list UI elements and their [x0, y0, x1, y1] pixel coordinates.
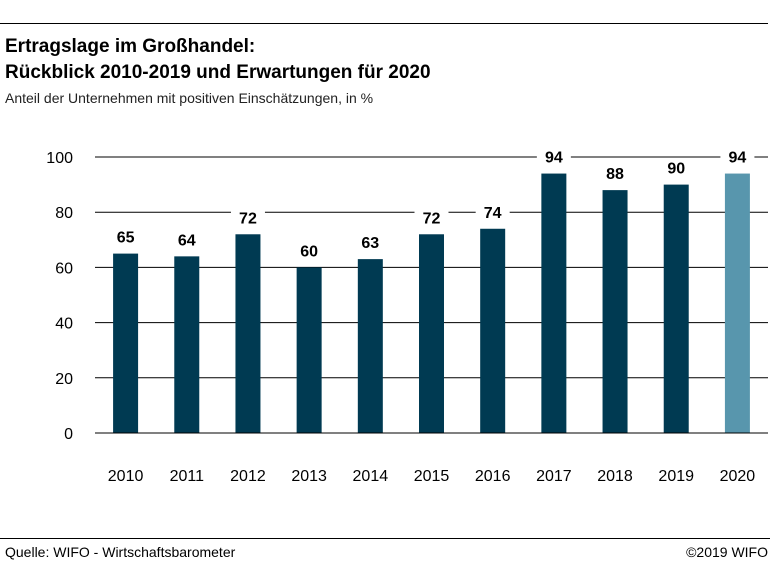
- data-label-2010: 65: [117, 230, 135, 247]
- data-label-bg: [536, 146, 571, 167]
- data-label-2016: 74: [484, 205, 502, 222]
- data-label-bg: [169, 229, 204, 250]
- x-tick-label-2020: 2020: [720, 468, 756, 485]
- bar-2010: [113, 253, 139, 433]
- data-label-bg: [353, 232, 388, 253]
- x-tick-label-2010: 2010: [108, 468, 144, 485]
- data-label-2012: 72: [239, 210, 257, 227]
- chart-title-line2: Rückblick 2010-2019 und Erwartungen für …: [5, 62, 431, 83]
- data-label-bg: [108, 226, 143, 247]
- x-tick-label-2012: 2012: [230, 468, 266, 485]
- bar-2012: [235, 234, 261, 433]
- y-tick-label: 40: [55, 316, 73, 333]
- bar-2017: [541, 173, 567, 433]
- y-tick-label: 100: [46, 150, 73, 167]
- x-tick-label-2016: 2016: [475, 468, 511, 485]
- y-tick-label: 0: [64, 426, 73, 443]
- data-label-2017: 94: [545, 150, 563, 167]
- data-label-2011: 64: [178, 232, 196, 249]
- chart-subtitle: Anteil der Unternehmen mit positiven Ein…: [5, 90, 374, 106]
- data-label-bg: [414, 207, 449, 228]
- x-tick-label-2017: 2017: [536, 468, 572, 485]
- bar-2018: [602, 190, 628, 433]
- data-label-bg: [659, 157, 694, 178]
- x-tick-label-2014: 2014: [353, 468, 389, 485]
- data-label-2015: 72: [423, 210, 441, 227]
- bar-chart: 0 20 40 60 80 100 65 2010 64 2011 72 2012 60 2013 63 20…: [46, 146, 768, 485]
- bar-2020: [724, 173, 750, 433]
- data-label-bg: [230, 207, 265, 228]
- data-label-2019: 90: [667, 161, 685, 178]
- x-tick-label-2018: 2018: [597, 468, 633, 485]
- y-tick-label: 60: [55, 260, 73, 277]
- data-label-bg: [720, 146, 755, 167]
- data-label-bg: [292, 240, 327, 261]
- bar-2015: [419, 234, 444, 433]
- y-tick-label: 20: [55, 371, 73, 388]
- x-tick-label-2015: 2015: [414, 468, 450, 485]
- copyright-note: ©2019 WIFO: [686, 544, 768, 560]
- bar-2014: [357, 259, 383, 433]
- data-label-2013: 60: [300, 243, 318, 260]
- y-tick-label: 80: [55, 205, 73, 222]
- data-label-2020: 94: [729, 150, 747, 167]
- data-label-2018: 88: [606, 166, 624, 183]
- top-rule: [0, 23, 768, 24]
- bar-2013: [296, 267, 322, 433]
- bottom-rule: [0, 538, 770, 539]
- bar-2016: [480, 228, 506, 433]
- x-tick-label-2013: 2013: [291, 468, 327, 485]
- bar-2019: [663, 184, 689, 433]
- source-note: Quelle: WIFO - Wirtschaftsbarometer: [5, 544, 236, 560]
- data-label-bg: [598, 163, 633, 184]
- data-label-bg: [475, 201, 510, 222]
- data-label-2014: 63: [361, 235, 379, 252]
- bar-2011: [174, 256, 200, 433]
- x-tick-label-2019: 2019: [658, 468, 694, 485]
- x-tick-label-2011: 2011: [170, 468, 205, 485]
- chart-title-line1: Ertragslage im Großhandel:: [5, 36, 256, 57]
